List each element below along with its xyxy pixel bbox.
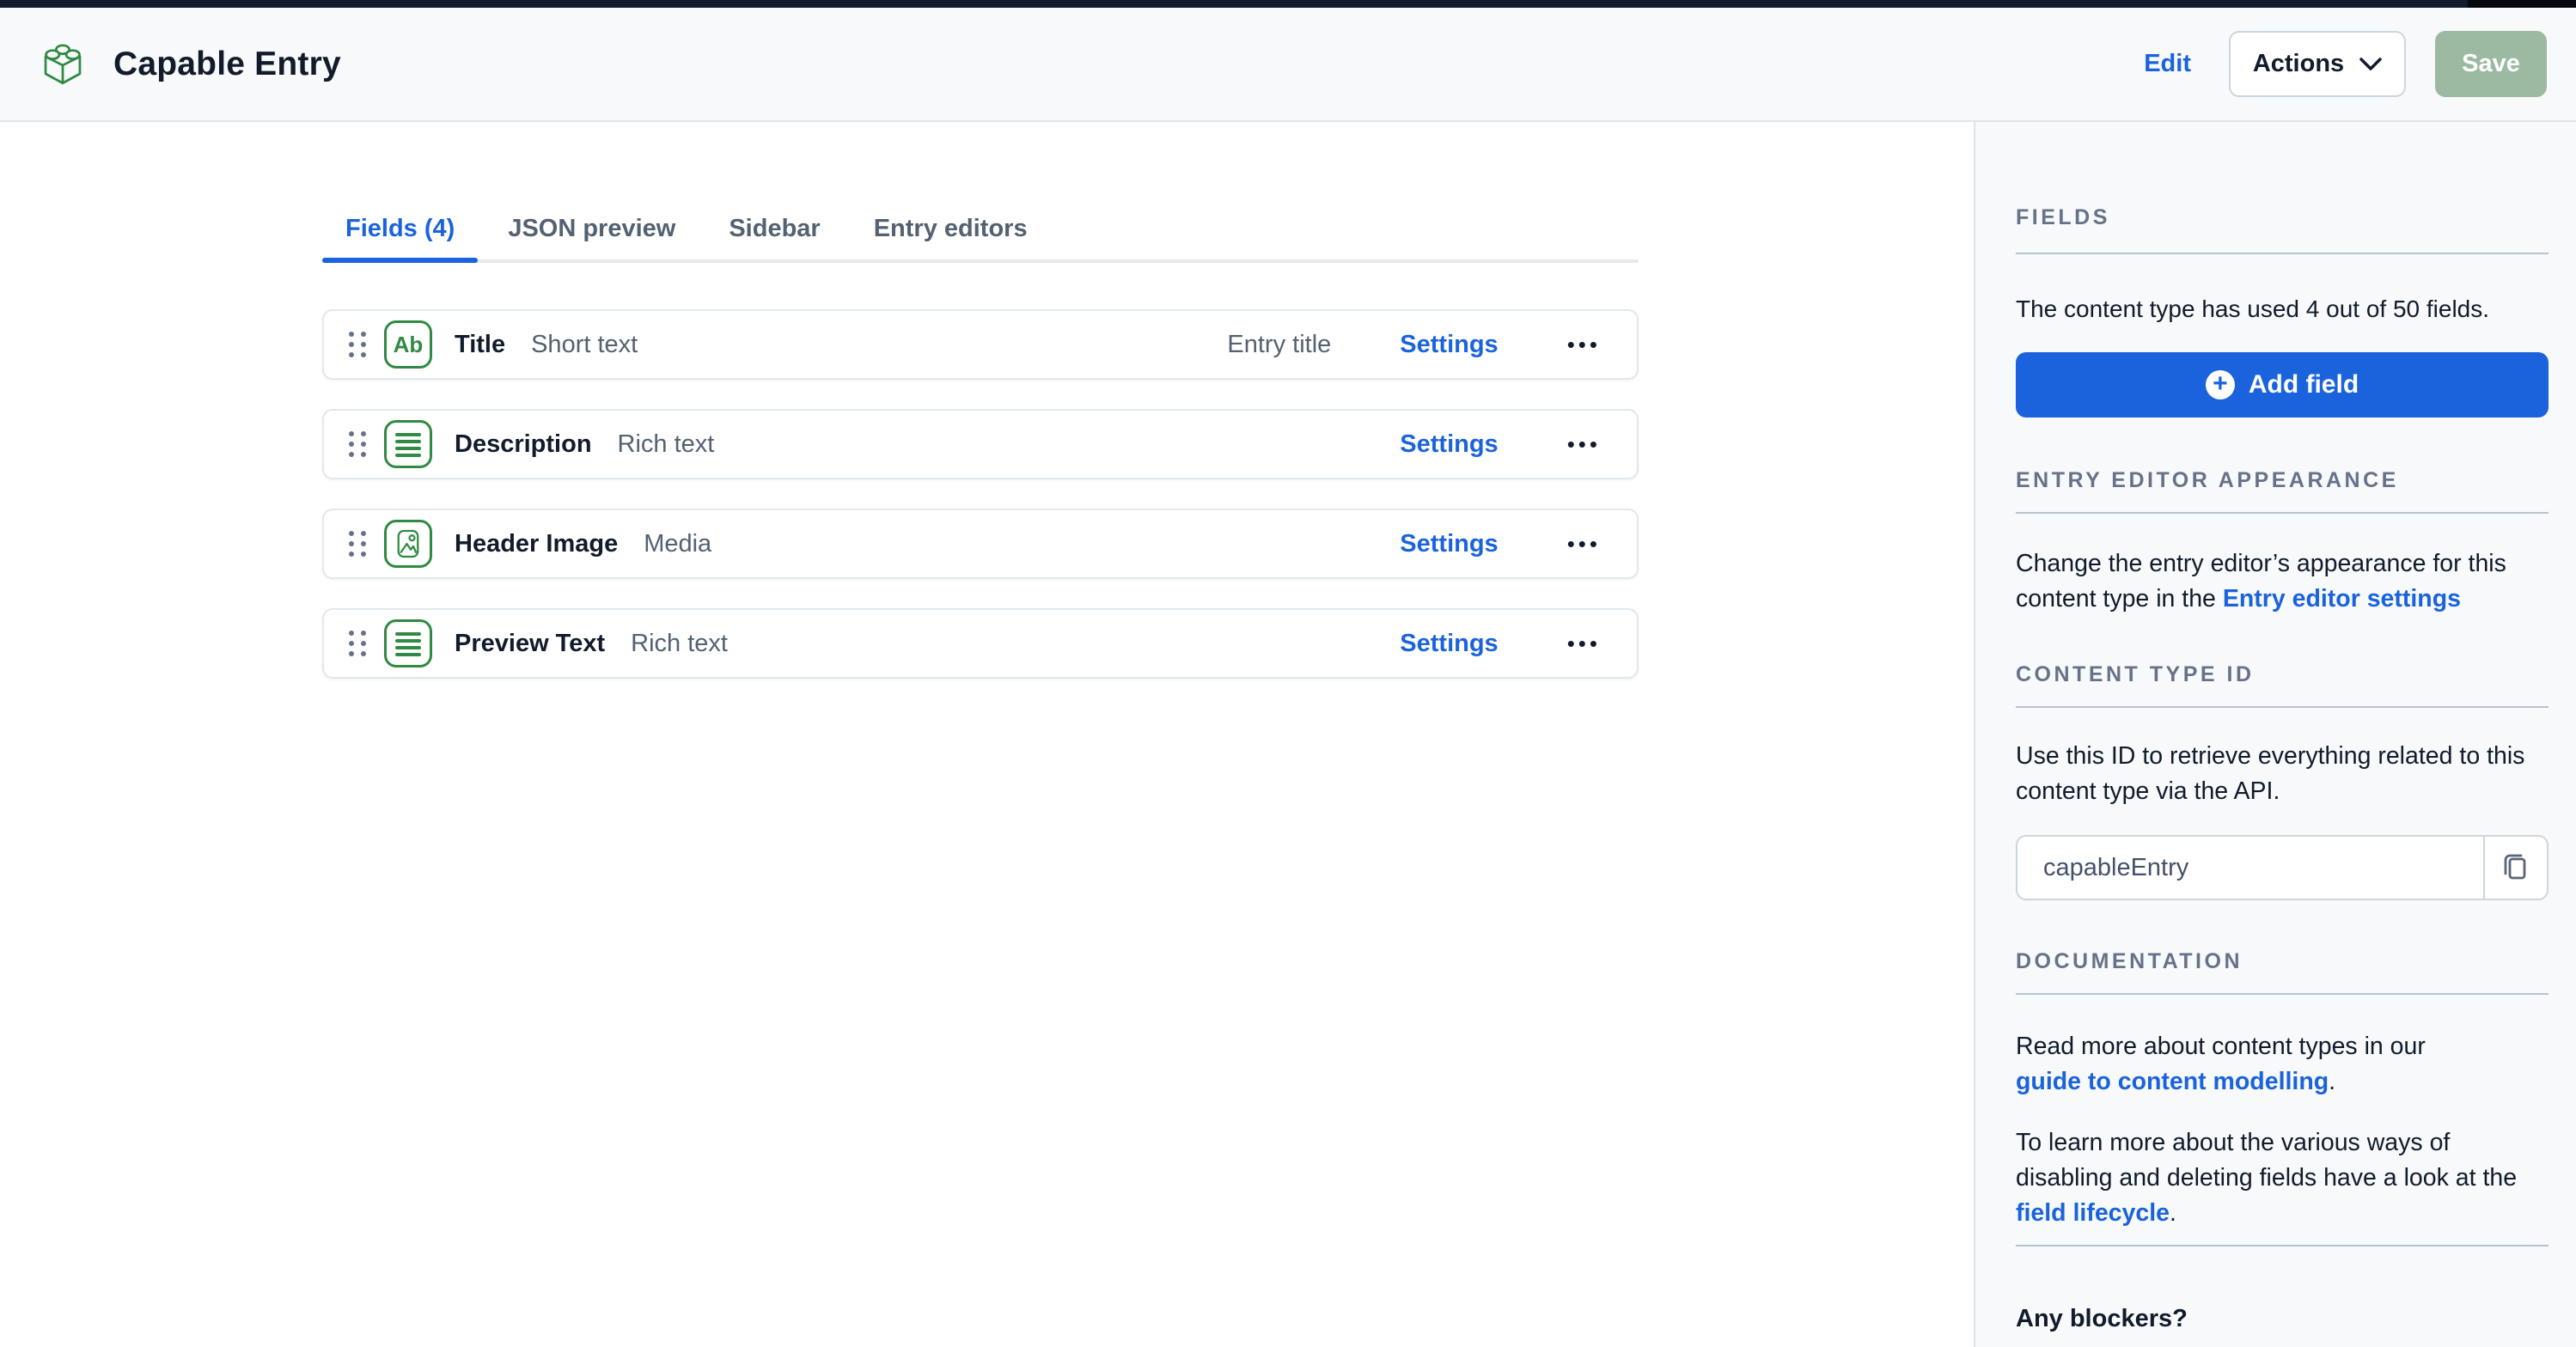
overflow-menu-icon[interactable]: •••: [1566, 531, 1601, 557]
section-divider: [2016, 706, 2549, 708]
tab-sidebar[interactable]: Sidebar: [729, 214, 821, 242]
blockers-text: Any blockers?: [2016, 1305, 2188, 1332]
content-type-id-section-heading: CONTENT TYPE ID: [2016, 662, 2255, 686]
settings-link[interactable]: Settings: [1400, 330, 1499, 358]
field-type: Rich text: [631, 629, 728, 657]
page-header: Capable Entry Edit Actions Save: [0, 8, 2576, 122]
field-type: Rich text: [617, 430, 715, 458]
drag-handle-icon[interactable]: [346, 332, 369, 357]
copy-button[interactable]: [2483, 837, 2547, 899]
field-lifecycle-link[interactable]: field lifecycle: [2016, 1199, 2170, 1227]
documentation-p1-period: .: [2329, 1068, 2336, 1095]
main-content: Fields (4) JSON preview Sidebar Entry ed…: [322, 122, 1639, 679]
save-button[interactable]: Save: [2435, 31, 2547, 97]
entry-editor-text: Change the entry editor’s appearance for…: [2016, 546, 2549, 617]
documentation-p2-line3: field lifecycle.: [2016, 1196, 2549, 1231]
row-actions: Settings •••: [1400, 430, 1601, 459]
entry-editor-section-heading: ENTRY EDITOR APPEARANCE: [2016, 468, 2399, 492]
add-field-button[interactable]: + Add field: [2016, 352, 2549, 418]
drag-handle-icon[interactable]: [346, 431, 369, 457]
row-actions: Entry title Settings •••: [1227, 331, 1601, 359]
sidebar-bottom-divider: [2016, 1245, 2549, 1246]
field-row-title: Ab Title Short text Entry title Settings…: [322, 309, 1639, 380]
documentation-section-heading: DOCUMENTATION: [2016, 949, 2243, 973]
actions-button[interactable]: Actions: [2229, 31, 2406, 97]
section-divider: [2016, 512, 2549, 514]
documentation-paragraph-2: To learn more about the various ways of …: [2016, 1125, 2549, 1231]
drag-handle-icon[interactable]: [346, 631, 369, 656]
short-text-icon: Ab: [384, 320, 432, 369]
fields-usage-text: The content type has used 4 out of 50 fi…: [2016, 296, 2490, 322]
documentation-p2-period: .: [2170, 1199, 2176, 1227]
entry-editor-text-line1: Change the entry editor’s appearance for…: [2016, 550, 2506, 577]
drag-handle-icon[interactable]: [346, 531, 369, 557]
field-type: Short text: [531, 330, 638, 358]
rich-text-icon: [384, 420, 432, 468]
actions-button-label: Actions: [2252, 50, 2345, 77]
content-type-id-text: Use this ID to retrieve everything relat…: [2016, 739, 2549, 809]
right-sidebar: FIELDS The content type has used 4 out o…: [1974, 122, 2576, 1347]
copy-icon: [2502, 851, 2530, 885]
row-actions: Settings •••: [1400, 530, 1601, 558]
field-name: Header Image: [455, 529, 619, 558]
section-divider: [2016, 253, 2549, 254]
documentation-p2-line2: disabling and deleting fields have a loo…: [2016, 1164, 2518, 1192]
page-title: Capable Entry: [113, 45, 341, 82]
tab-bar: Fields (4) JSON preview Sidebar Entry ed…: [322, 198, 1639, 263]
settings-link[interactable]: Settings: [1400, 629, 1499, 657]
field-row-preview-text: Preview Text Rich text Settings •••: [322, 608, 1639, 679]
entry-editor-text-line2: content type in the Entry editor setting…: [2016, 582, 2549, 617]
content-type-id-text-line1: Use this ID to retrieve everything relat…: [2016, 742, 2525, 770]
content-modelling-link[interactable]: guide to content modelling: [2016, 1068, 2329, 1095]
chevron-down-icon: [2359, 50, 2382, 78]
tab-entry-editors[interactable]: Entry editors: [873, 214, 1028, 242]
documentation-p1-line1: Read more about content types in our: [2016, 1033, 2426, 1060]
field-name: Title: [455, 330, 506, 358]
entry-editor-settings-link[interactable]: Entry editor settings: [2222, 585, 2461, 613]
content-type-icon: [38, 40, 88, 89]
field-list: Ab Title Short text Entry title Settings…: [322, 309, 1639, 679]
content-type-id-text-line2: content type via the API.: [2016, 777, 2280, 805]
documentation-p2-line1: To learn more about the various ways of: [2016, 1129, 2451, 1156]
plus-icon: +: [2205, 370, 2235, 399]
fields-section-heading: FIELDS: [2016, 205, 2110, 229]
overflow-menu-icon[interactable]: •••: [1566, 631, 1601, 656]
content-type-id-box: capableEntry: [2016, 835, 2549, 900]
field-row-description: Description Rich text Settings •••: [322, 409, 1639, 479]
browser-top-strip: [0, 0, 2576, 8]
overflow-menu-icon[interactable]: •••: [1566, 431, 1601, 457]
section-divider: [2016, 993, 2549, 995]
documentation-paragraph-1: Read more about content types in our gui…: [2016, 1029, 2549, 1100]
field-name: Description: [455, 430, 592, 458]
edit-link[interactable]: Edit: [2144, 50, 2191, 77]
field-type: Media: [644, 529, 712, 558]
content-type-id-input[interactable]: capableEntry: [2043, 853, 2189, 881]
settings-link[interactable]: Settings: [1400, 430, 1499, 458]
brand: Capable Entry: [38, 40, 341, 89]
row-actions: Settings •••: [1400, 630, 1601, 658]
overflow-menu-icon[interactable]: •••: [1566, 332, 1601, 357]
rich-text-icon: [384, 619, 432, 667]
tab-json-preview[interactable]: JSON preview: [508, 214, 676, 242]
entry-title-badge: Entry title: [1227, 330, 1332, 358]
tab-fields[interactable]: Fields (4): [322, 198, 479, 263]
entry-editor-text-line2-before: content type in the: [2016, 585, 2223, 613]
documentation-p1-line2: guide to content modelling.: [2016, 1064, 2549, 1100]
browser-top-strip-right: [2468, 0, 2576, 8]
settings-link[interactable]: Settings: [1400, 529, 1499, 558]
add-field-label: Add field: [2248, 370, 2359, 399]
media-icon: [384, 520, 432, 568]
field-row-header-image: Header Image Media Settings •••: [322, 509, 1639, 579]
field-name: Preview Text: [455, 629, 606, 657]
